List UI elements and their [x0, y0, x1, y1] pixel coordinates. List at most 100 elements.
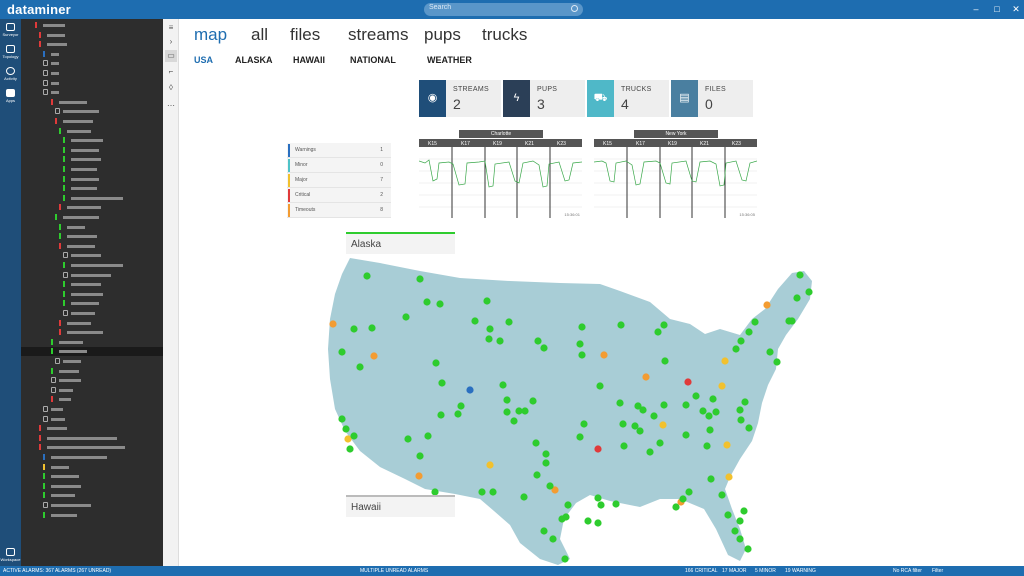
site-dot-normal[interactable]: [745, 328, 753, 336]
site-dot-timeout[interactable]: [600, 351, 608, 359]
tree-item[interactable]: [21, 328, 163, 337]
tab-streams[interactable]: streams: [348, 25, 409, 44]
site-dot-normal[interactable]: [436, 300, 444, 308]
tree-item[interactable]: [21, 501, 163, 510]
site-dot-normal[interactable]: [437, 411, 445, 419]
site-dot-normal[interactable]: [705, 412, 713, 420]
site-dot-normal[interactable]: [561, 555, 569, 563]
site-dot-normal[interactable]: [542, 450, 550, 458]
site-dot-normal[interactable]: [634, 402, 642, 410]
tree-item[interactable]: [21, 184, 163, 193]
tree-item[interactable]: [21, 117, 163, 126]
search-input[interactable]: Search: [424, 3, 583, 16]
tab-trucks[interactable]: trucks: [482, 25, 528, 44]
site-dot-timeout[interactable]: [551, 486, 559, 494]
site-dot-timeout[interactable]: [329, 320, 337, 328]
tree-item[interactable]: [21, 443, 163, 452]
site-dot-normal[interactable]: [338, 348, 346, 356]
tree-item[interactable]: [21, 271, 163, 280]
legend-row-major[interactable]: Major 7: [287, 173, 391, 188]
minor-count[interactable]: 5 MINOR: [755, 568, 776, 574]
site-dot-normal[interactable]: [656, 439, 664, 447]
tree-item[interactable]: [21, 424, 163, 433]
tab-files[interactable]: files: [290, 25, 321, 44]
tree-item[interactable]: [21, 338, 163, 347]
site-dot-normal[interactable]: [788, 317, 796, 325]
site-dot-normal[interactable]: [534, 337, 542, 345]
site-dot-normal[interactable]: [356, 363, 364, 371]
site-dot-normal[interactable]: [558, 515, 566, 523]
tree-item[interactable]: [21, 261, 163, 270]
site-dot-normal[interactable]: [584, 517, 592, 525]
site-dot-normal[interactable]: [505, 318, 513, 326]
site-dot-normal[interactable]: [619, 420, 627, 428]
tree-item[interactable]: [21, 79, 163, 88]
site-dot-normal[interactable]: [515, 407, 523, 415]
site-dot-normal[interactable]: [660, 401, 668, 409]
site-dot-normal[interactable]: [363, 272, 371, 280]
site-dot-normal[interactable]: [597, 501, 605, 509]
site-dot-timeout[interactable]: [763, 301, 771, 309]
rca-filter[interactable]: No RCA filter: [893, 568, 922, 574]
site-dot-normal[interactable]: [741, 398, 749, 406]
site-dot-normal[interactable]: [672, 503, 680, 511]
site-dot-normal[interactable]: [616, 399, 624, 407]
usa-map[interactable]: [180, 19, 1024, 566]
site-dot-timeout[interactable]: [415, 472, 423, 480]
site-dot-normal[interactable]: [457, 402, 465, 410]
site-dot-normal[interactable]: [596, 382, 604, 390]
legend-row-timeouts[interactable]: Timeouts 8: [287, 203, 391, 218]
tree-item[interactable]: [21, 146, 163, 155]
site-dot-normal[interactable]: [594, 519, 602, 527]
site-dot-major[interactable]: [486, 461, 494, 469]
site-dot-normal[interactable]: [724, 511, 732, 519]
site-dot-normal[interactable]: [510, 417, 518, 425]
appbar-topology[interactable]: Topology: [0, 45, 21, 59]
site-dot-normal[interactable]: [620, 442, 628, 450]
site-dot-normal[interactable]: [533, 471, 541, 479]
site-dot-major[interactable]: [725, 473, 733, 481]
trend-new-york[interactable]: New York K15 K17 K19 K21 K23 15: [594, 130, 757, 218]
tree-item[interactable]: [21, 21, 163, 30]
site-dot-normal[interactable]: [793, 294, 801, 302]
site-dot-normal[interactable]: [432, 359, 440, 367]
region-alaska[interactable]: Alaska: [346, 232, 455, 254]
site-dot-normal[interactable]: [416, 452, 424, 460]
region-hawaii[interactable]: Hawaii: [346, 495, 455, 517]
legend-row-minor[interactable]: Minor 0: [287, 158, 391, 173]
tree-item[interactable]: [21, 434, 163, 443]
site-dot-normal[interactable]: [580, 420, 588, 428]
card-trucks[interactable]: ⛟ TRUCKS 4: [587, 80, 669, 117]
tree-item[interactable]: [21, 242, 163, 251]
site-dot-normal[interactable]: [718, 491, 726, 499]
site-dot-normal[interactable]: [532, 439, 540, 447]
site-dot-normal[interactable]: [503, 408, 511, 416]
tree-item[interactable]: [21, 40, 163, 49]
chevron-right-icon[interactable]: ›: [169, 37, 173, 46]
site-dot-normal[interactable]: [404, 435, 412, 443]
site-dot-normal[interactable]: [737, 416, 745, 424]
site-dot-normal[interactable]: [712, 408, 720, 416]
site-dot-normal[interactable]: [796, 271, 804, 279]
maximize-icon[interactable]: □: [994, 4, 1000, 14]
tree-item[interactable]: [21, 107, 163, 116]
card-pups[interactable]: ϟ PUPS 3: [503, 80, 585, 117]
site-dot-major[interactable]: [721, 357, 729, 365]
site-dot-normal[interactable]: [471, 317, 479, 325]
tree-item[interactable]: [21, 175, 163, 184]
trend-charlotte[interactable]: Charlotte K15 K17 K19 K21 K23 1: [419, 130, 582, 218]
site-dot-normal[interactable]: [766, 348, 774, 356]
tree-item[interactable]: [21, 223, 163, 232]
appbar-surveyor[interactable]: Surveyor: [0, 23, 21, 37]
site-dot-normal[interactable]: [486, 325, 494, 333]
tree-item[interactable]: [21, 98, 163, 107]
site-dot-normal[interactable]: [485, 335, 493, 343]
tree-item[interactable]: [21, 69, 163, 78]
site-dot-major[interactable]: [723, 441, 731, 449]
site-dot-normal[interactable]: [707, 475, 715, 483]
site-dot-normal[interactable]: [576, 340, 584, 348]
site-dot-normal[interactable]: [520, 493, 528, 501]
site-dot-major[interactable]: [718, 382, 726, 390]
site-dot-normal[interactable]: [542, 459, 550, 467]
tree-item[interactable]: [21, 357, 163, 366]
